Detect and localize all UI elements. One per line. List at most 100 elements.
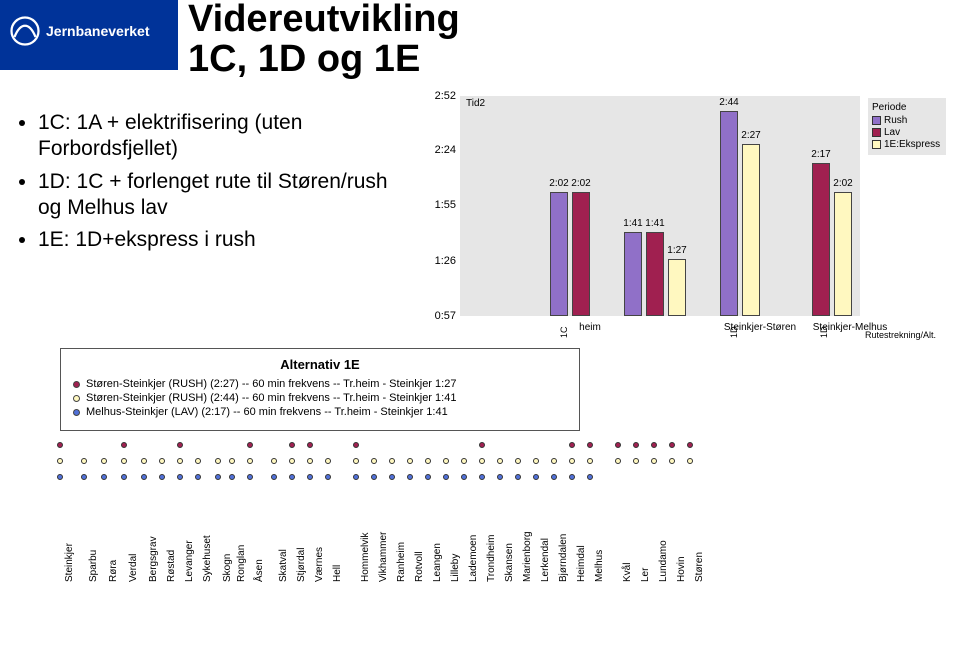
stop-label: Leangen	[432, 543, 443, 582]
bar-value-label: 2:02	[828, 178, 858, 189]
stop-label: Vikhammer	[378, 532, 389, 582]
stop-dot	[307, 458, 313, 464]
x-category-long: Steinkjer-Støren	[724, 322, 796, 333]
stop-label: Sparbu	[88, 550, 99, 582]
stop-dot	[195, 458, 201, 464]
legend-swatch	[872, 116, 881, 125]
stop-row	[60, 474, 930, 482]
stop-dot	[57, 474, 63, 480]
legend-swatch	[872, 140, 881, 149]
title: Videreutvikling 1C, 1D og 1E	[188, 0, 460, 80]
stop-label: Hell	[332, 565, 343, 582]
stop-dot	[515, 474, 521, 480]
stop-label: Hovin	[676, 556, 687, 582]
stop-dot	[247, 474, 253, 480]
stop-dot	[551, 474, 557, 480]
stop-label: Heimdal	[576, 545, 587, 582]
stop-label: Skansen	[504, 543, 515, 582]
stop-dot	[271, 474, 277, 480]
bar	[720, 111, 738, 316]
stop-dot	[353, 474, 359, 480]
stop-dot	[101, 474, 107, 480]
logo: Jernbaneverket	[10, 16, 150, 46]
stop-dot	[195, 474, 201, 480]
bar-value-label: 2:44	[714, 97, 744, 108]
stop-dot	[407, 474, 413, 480]
stop-dot	[479, 474, 485, 480]
stop-label: Levanger	[184, 540, 195, 582]
stop-dot	[57, 458, 63, 464]
alternative-legend-row: Støren-Steinkjer (RUSH) (2:44) -- 60 min…	[73, 392, 567, 404]
stop-dot	[533, 474, 539, 480]
stop-label: Bergsgrav	[148, 536, 159, 582]
stop-dot	[425, 474, 431, 480]
y-tick-label: 0:57	[420, 310, 456, 322]
stop-label: Lilleby	[450, 554, 461, 582]
stop-dot	[497, 458, 503, 464]
stop-label: Lerkendal	[540, 538, 551, 582]
stop-dot	[515, 458, 521, 464]
legend-label: Lav	[884, 127, 900, 138]
stop-dot	[121, 442, 127, 448]
legend-row-text: Melhus-Steinkjer (LAV) (2:17) -- 60 min …	[86, 406, 448, 418]
stop-label: Ronglan	[236, 545, 247, 582]
stop-dot	[289, 442, 295, 448]
bar-value-label: 2:17	[806, 149, 836, 160]
stop-dot	[479, 458, 485, 464]
stop-dot	[615, 458, 621, 464]
stop-dot	[215, 474, 221, 480]
stop-dot	[569, 458, 575, 464]
stop-dot	[229, 474, 235, 480]
stop-dot	[57, 442, 63, 448]
stop-dot	[479, 442, 485, 448]
stop-label: Ler	[640, 568, 651, 582]
stop-dot	[389, 474, 395, 480]
logo-text: Jernbaneverket	[46, 23, 150, 39]
legend-item: Lav	[872, 127, 942, 138]
legend-label: 1E:Ekspress	[884, 139, 940, 150]
stop-label: Skatval	[278, 549, 289, 582]
stop-label: Rotvoll	[414, 551, 425, 582]
y-tick-label: 2:24	[420, 144, 456, 156]
stop-dot	[669, 458, 675, 464]
stop-dot	[121, 474, 127, 480]
stop-label: Marienborg	[522, 531, 533, 582]
stop-dot	[177, 442, 183, 448]
stop-dot	[325, 458, 331, 464]
stop-row	[60, 458, 930, 466]
stop-dot	[551, 458, 557, 464]
bar	[572, 192, 590, 316]
stop-dot	[633, 442, 639, 448]
bar	[742, 144, 760, 316]
stop-dot	[587, 474, 593, 480]
stop-dot	[353, 442, 359, 448]
stop-label: Sykehuset	[202, 535, 213, 582]
bar	[668, 259, 686, 316]
stop-label: Steinkjer	[64, 543, 75, 582]
stop-dot	[121, 458, 127, 464]
x-category-long: Steinkjer-Melhus	[813, 322, 887, 333]
alternative-legend-row: Melhus-Steinkjer (LAV) (2:17) -- 60 min …	[73, 406, 567, 418]
stop-dot	[307, 442, 313, 448]
stop-label: Trondheim	[486, 535, 497, 582]
legend-dot	[73, 395, 80, 402]
stop-dot	[407, 458, 413, 464]
stop-label: Skogn	[222, 554, 233, 582]
stop-dot	[389, 458, 395, 464]
stop-dot	[159, 458, 165, 464]
stop-label: Stjørdal	[296, 548, 307, 582]
stop-dot	[81, 474, 87, 480]
stop-dot	[687, 458, 693, 464]
stop-dot	[215, 458, 221, 464]
bar-value-label: 2:02	[566, 178, 596, 189]
bar	[550, 192, 568, 316]
stop-dot	[425, 458, 431, 464]
bar	[624, 232, 642, 316]
stop-label: Lundamo	[658, 540, 669, 582]
bar-value-label: 2:27	[736, 130, 766, 141]
chart-legend: PeriodeRushLav1E:Ekspress	[868, 98, 946, 155]
stop-dot	[587, 442, 593, 448]
stop-dot	[101, 458, 107, 464]
stop-dot	[141, 458, 147, 464]
stop-dot	[159, 474, 165, 480]
